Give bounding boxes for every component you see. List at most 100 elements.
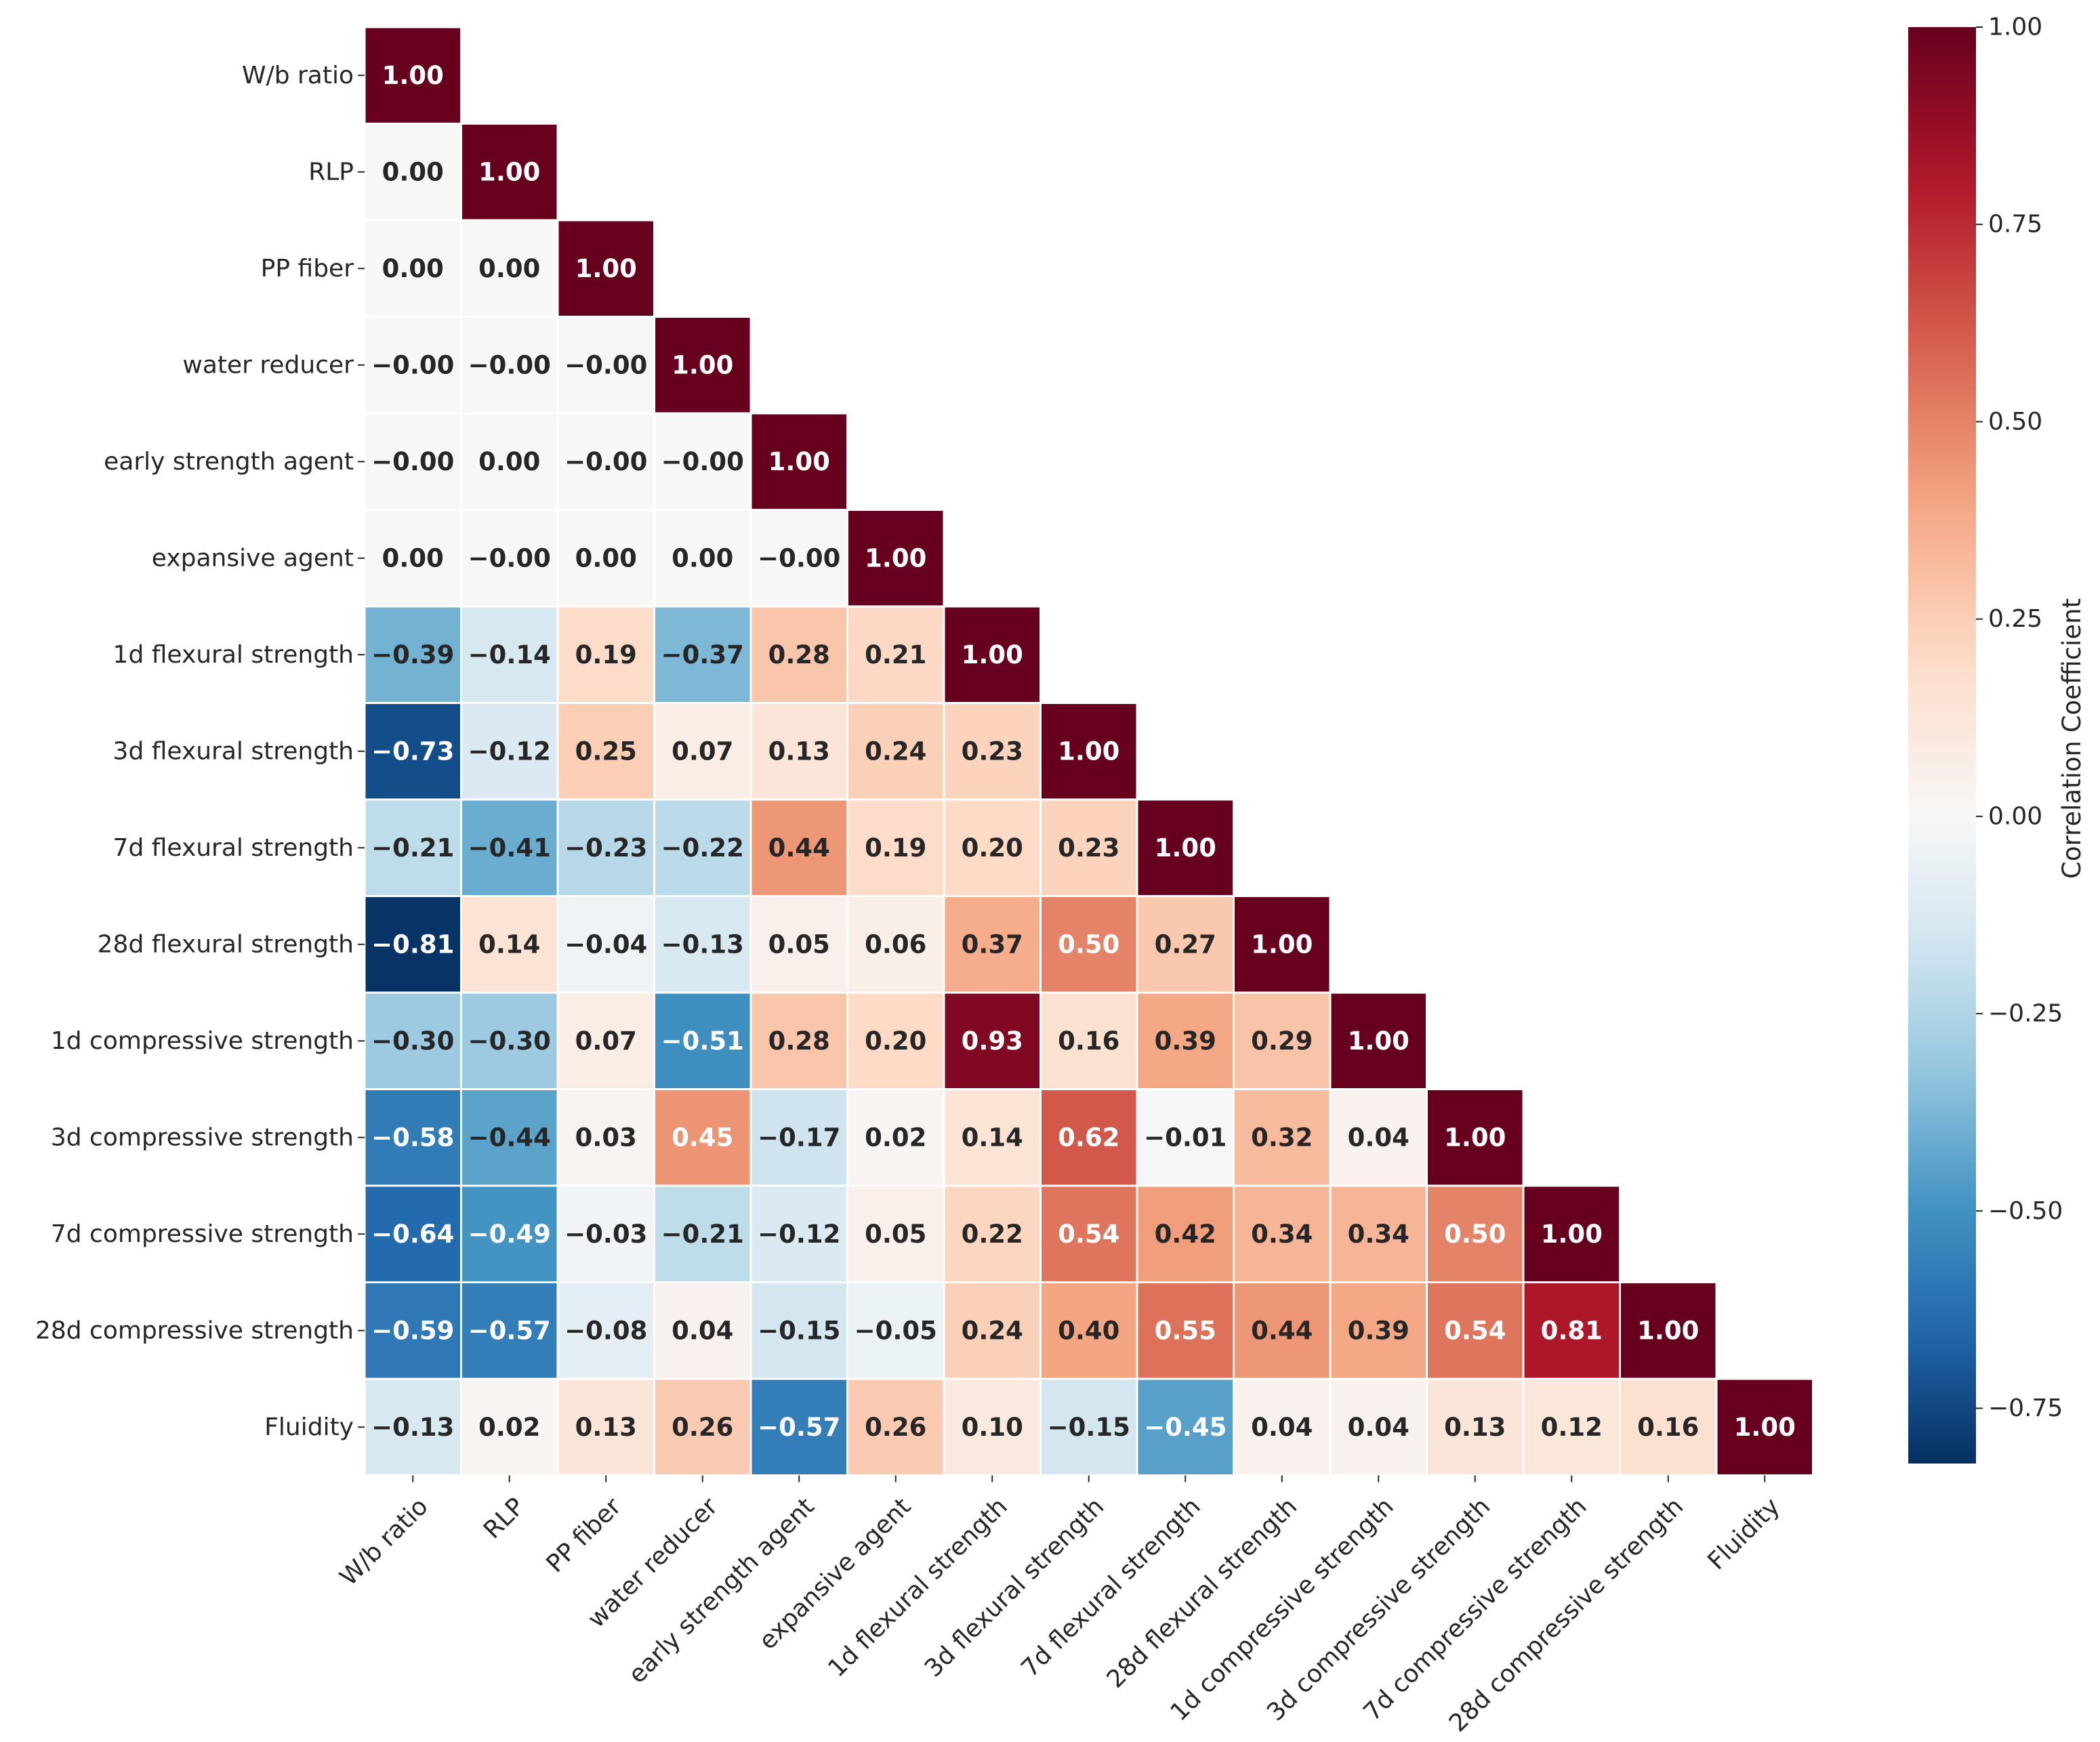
cell-value-label: 0.40 — [1058, 1316, 1119, 1345]
heatmap-cell — [653, 509, 752, 608]
cell-value-label: 0.00 — [478, 447, 540, 476]
heatmap-cell — [846, 895, 945, 994]
cell-value-label: −0.57 — [468, 1316, 551, 1345]
cell-value-label: 0.04 — [672, 1316, 733, 1345]
cell-value-label: 0.07 — [575, 1026, 637, 1056]
cell-value-label: 0.34 — [1348, 1220, 1409, 1249]
x-axis-tick-label: W/b ratio — [335, 1493, 434, 1592]
cell-value-label: 0.14 — [478, 930, 540, 959]
cell-value-label: −0.17 — [758, 1123, 840, 1152]
heatmap-cell — [1136, 895, 1235, 994]
cell-value-label: −0.39 — [371, 640, 454, 669]
cell-value-label: 0.00 — [382, 157, 444, 186]
heatmap-cell — [1426, 1281, 1525, 1380]
heatmap-cell — [1329, 1088, 1428, 1187]
cell-value-label: 0.39 — [1348, 1316, 1409, 1345]
heatmap-cell — [1136, 798, 1235, 897]
cell-value-label: −0.00 — [564, 350, 647, 379]
y-axis-tick-label: 1d flexural strength — [113, 641, 354, 669]
cell-value-label: 0.24 — [865, 737, 926, 766]
cell-value-label: −0.23 — [564, 833, 647, 863]
cell-value-label: −0.37 — [661, 640, 744, 669]
x-axis-tick-label: early strength agent — [623, 1493, 820, 1689]
heatmap-cell — [363, 1184, 462, 1283]
cell-value-label: −0.81 — [371, 930, 454, 959]
cell-value-label: 1.00 — [478, 157, 540, 186]
cell-value-label: −0.14 — [468, 640, 551, 669]
heatmap-cell — [363, 26, 462, 125]
heatmap-cell — [1136, 1088, 1235, 1187]
cell-value-label: 0.44 — [768, 833, 830, 863]
heatmap-cell — [749, 1377, 848, 1476]
cell-value-label: −0.12 — [468, 737, 551, 766]
heatmap-cell — [1233, 895, 1332, 994]
heatmap-cell — [653, 316, 752, 415]
y-axis-tick-label: 28d compressive strength — [35, 1316, 354, 1344]
heatmap-cell — [846, 1184, 945, 1283]
heatmap-cell — [749, 895, 848, 994]
heatmap-cell — [460, 123, 559, 222]
cell-value-label: 0.04 — [1348, 1123, 1409, 1152]
heatmap-cell — [460, 412, 559, 511]
cell-value-label: 1.00 — [382, 61, 444, 90]
heatmap-cell — [460, 1377, 559, 1476]
cell-value-label: 0.25 — [575, 737, 637, 766]
y-axis-tick-label: expansive agent — [152, 544, 354, 572]
heatmap-cell — [460, 1088, 559, 1187]
cell-value-label: 0.39 — [1155, 1026, 1216, 1056]
cell-value-label: 0.50 — [1444, 1220, 1506, 1249]
heatmap-cell — [556, 1377, 655, 1476]
heatmap-cell — [556, 798, 655, 897]
cell-value-label: 1.00 — [1541, 1220, 1603, 1249]
cell-value-label: 0.00 — [382, 254, 444, 283]
cell-value-label: 0.00 — [478, 254, 540, 283]
cell-value-label: 0.23 — [1058, 833, 1119, 863]
heatmap-cell — [846, 605, 945, 704]
cell-value-label: −0.44 — [468, 1123, 551, 1152]
cell-value-label: −0.00 — [758, 543, 840, 573]
heatmap-cell — [363, 991, 462, 1090]
heatmap-cell — [1233, 1088, 1332, 1187]
cell-value-label: 0.37 — [962, 930, 1023, 959]
cell-value-label: 0.16 — [1058, 1026, 1119, 1056]
cell-value-label: 0.22 — [962, 1220, 1023, 1249]
heatmap-cell — [943, 605, 1042, 704]
cell-value-label: −0.13 — [661, 930, 744, 959]
cell-value-label: 0.04 — [1251, 1413, 1313, 1442]
cell-value-label: 1.00 — [575, 254, 637, 283]
heatmap-cell — [749, 509, 848, 608]
colorbar-tick-label: −0.50 — [1988, 1197, 2063, 1225]
heatmap-cell — [1619, 1377, 1718, 1476]
cell-value-label: 0.54 — [1058, 1220, 1119, 1249]
heatmap-cell — [846, 1281, 945, 1380]
cell-value-label: 0.24 — [962, 1316, 1023, 1345]
heatmap-cell — [556, 1088, 655, 1187]
cell-value-label: −0.41 — [468, 833, 551, 863]
cell-value-label: −0.21 — [661, 1220, 744, 1249]
heatmap-cell — [653, 1088, 752, 1187]
cell-value-label: −0.22 — [661, 833, 744, 863]
cell-value-label: 0.07 — [672, 737, 733, 766]
cell-value-label: 0.28 — [768, 640, 830, 669]
cell-value-label: 0.03 — [575, 1123, 637, 1152]
cell-value-label: 1.00 — [1155, 833, 1216, 863]
x-axis-tick-label: 28d flexural strength — [1102, 1493, 1303, 1694]
heatmap-cell — [1136, 1281, 1235, 1380]
heatmap-cell — [846, 1088, 945, 1187]
cell-value-label: 0.55 — [1155, 1316, 1216, 1345]
cell-value-label: 0.62 — [1058, 1123, 1119, 1152]
heatmap-cell — [653, 895, 752, 994]
heatmap-cell — [1619, 1281, 1718, 1380]
heatmap-cell — [1039, 1281, 1138, 1380]
cell-value-label: 1.00 — [962, 640, 1023, 669]
heatmap-cell — [363, 1088, 462, 1187]
heatmap-cell — [943, 1281, 1042, 1380]
y-axis-tick-label: water reducer — [182, 351, 354, 379]
cell-value-label: 1.00 — [1348, 1026, 1409, 1056]
heatmap-cell — [1233, 1184, 1332, 1283]
cell-value-label: −0.30 — [468, 1026, 551, 1056]
cell-value-label: 0.02 — [478, 1413, 540, 1442]
heatmap-cell — [943, 1184, 1042, 1283]
cell-value-label: −0.00 — [661, 447, 744, 476]
